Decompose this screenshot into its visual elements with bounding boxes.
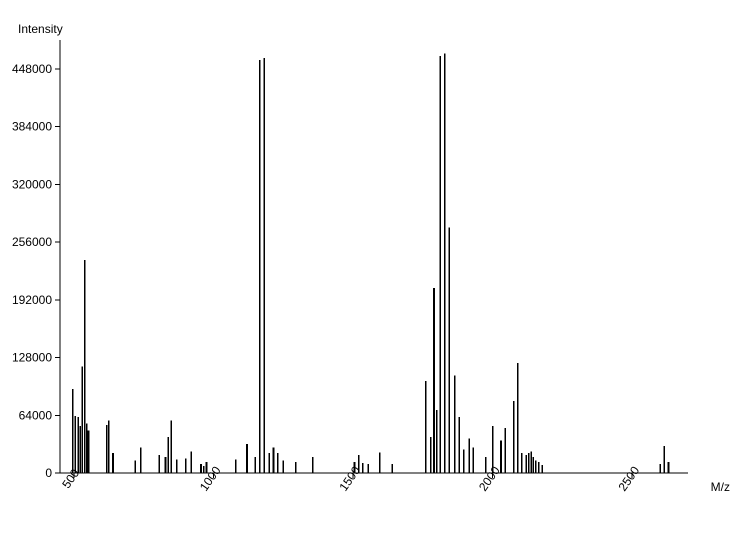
spectrum-peak [500, 441, 502, 473]
spectrum-peak [444, 54, 446, 473]
spectrum-peak [542, 465, 544, 473]
spectrum-peak [513, 401, 515, 473]
spectrum-peak [82, 367, 84, 473]
spectrum-peak [203, 466, 205, 473]
spectrum-peak [468, 439, 470, 473]
spectrum-peak [663, 446, 665, 473]
spectrum-peak [538, 462, 540, 473]
spectrum-peak [449, 228, 451, 473]
spectrum-peak [84, 260, 86, 473]
spectrum-peak [458, 417, 460, 473]
spectrum-peak [235, 459, 237, 473]
spectrum-peak [264, 58, 266, 473]
spectrum-peak [140, 448, 142, 473]
spectrum-peak [135, 460, 137, 473]
spectrum-peak [528, 453, 530, 473]
spectrum-peak [485, 457, 487, 473]
spectrum-peak [106, 425, 108, 473]
spectrum-peak [255, 457, 257, 473]
spectrum-peak [436, 410, 438, 473]
spectrum-peak [75, 416, 77, 473]
spectrum-peak [362, 463, 364, 473]
y-tick-label: 320000 [12, 177, 52, 191]
spectrum-peak [358, 455, 360, 473]
spectrum-peak [176, 459, 178, 473]
spectrum-peak [190, 451, 192, 473]
y-tick-label: 384000 [12, 120, 52, 134]
spectrum-peak [206, 462, 208, 473]
y-tick-label: 256000 [12, 235, 52, 249]
x-tick-label: 2500 [616, 463, 643, 493]
spectrum-peak [86, 423, 88, 473]
spectrum-peak [273, 448, 275, 473]
spectrum-peak [425, 381, 427, 473]
spectrum-peak [354, 462, 356, 473]
spectrum-peak [368, 464, 370, 473]
spectrum-peak [525, 455, 527, 473]
spectrum-peak [454, 376, 456, 473]
y-tick-label: 192000 [12, 293, 52, 307]
spectrum-peak [517, 363, 519, 473]
spectrum-peak [246, 444, 248, 473]
spectrum-peak [312, 457, 314, 473]
spectrum-peak [504, 428, 506, 473]
spectrum-peak [535, 460, 537, 473]
spectrum-peak [167, 437, 169, 473]
y-tick-label: 0 [45, 466, 52, 480]
spectrum-peak [277, 453, 279, 473]
spectrum-peak [295, 462, 297, 473]
spectrum-peak [492, 426, 494, 473]
spectrum-peak [185, 459, 187, 473]
chart-svg: 0 64000 128000 192000 256000 320000 384000 4480… [0, 0, 750, 540]
spectrum-peak [108, 421, 110, 473]
mass-spectrum-chart: Intensity M/z 06400012800019200025600032… [0, 0, 750, 540]
spectrum-peak [391, 464, 393, 473]
y-tick-label: 64000 [19, 408, 53, 422]
spectrum-peak [269, 453, 271, 473]
spectrum-peak [200, 464, 202, 473]
spectrum-peak [282, 460, 284, 473]
spectrum-peak [88, 431, 90, 473]
spectrum-peak [439, 56, 441, 473]
spectrum-peak [659, 464, 661, 473]
spectrum-peak [72, 389, 74, 473]
spectrum-peak [521, 453, 523, 473]
spectrum-peak [668, 462, 670, 473]
x-tick-label: 2000 [476, 463, 503, 493]
y-tick-label: 128000 [12, 351, 52, 365]
spectrum-peak [165, 457, 167, 473]
spectrum-peak [530, 451, 532, 473]
spectrum-peak [433, 288, 435, 473]
spectrum-peak [77, 417, 79, 473]
y-tick-label: 448000 [12, 62, 52, 76]
spectrum-peak [379, 452, 381, 473]
spectrum-peak [463, 450, 465, 473]
spectrum-peak [158, 455, 160, 473]
spectrum-peak [430, 437, 432, 473]
spectrum-peak [259, 60, 261, 473]
spectrum-peak [533, 457, 535, 473]
spectrum-peak [79, 426, 81, 473]
spectrum-peak [472, 448, 474, 473]
spectrum-peak [170, 421, 172, 473]
spectrum-peak [112, 453, 114, 473]
